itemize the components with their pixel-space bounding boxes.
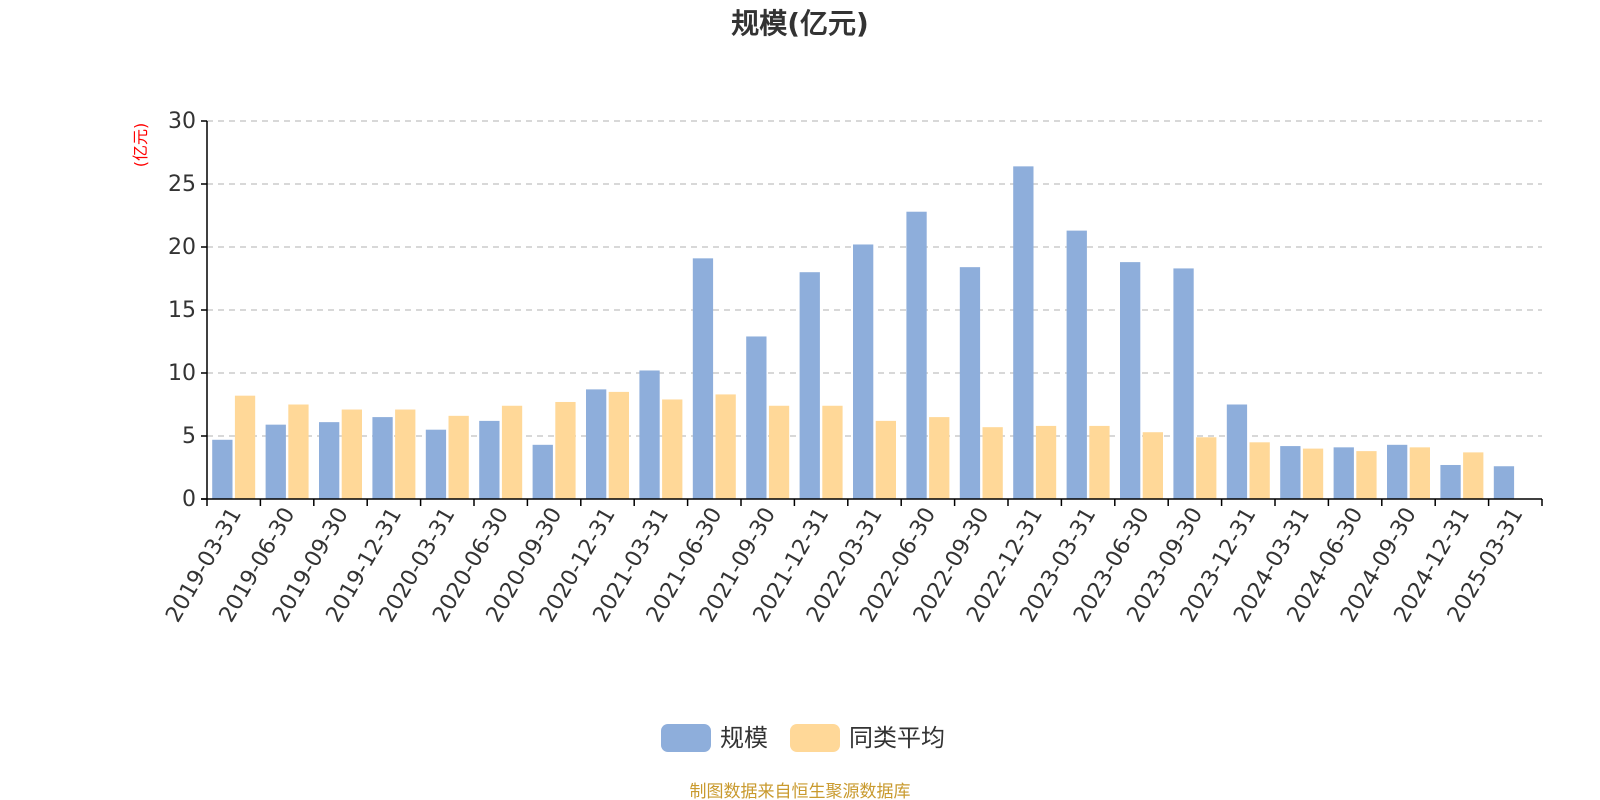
bar-peer-average[interactable] <box>341 409 362 499</box>
chart-title: 规模(亿元) <box>731 7 869 40</box>
y-tick-label: 10 <box>168 361 196 386</box>
legend[interactable]: 规模 同类平均 <box>661 724 945 752</box>
legend-swatch[interactable] <box>790 724 840 752</box>
y-tick-label: 0 <box>182 487 196 512</box>
legend-label[interactable]: 同类平均 <box>849 724 945 752</box>
bar-peer-average[interactable] <box>1463 452 1484 499</box>
bar-scale[interactable] <box>959 267 981 499</box>
bar-scale[interactable] <box>1440 464 1461 499</box>
bar-peer-average[interactable] <box>715 394 736 499</box>
bar-peer-average[interactable] <box>608 391 629 499</box>
bar-scale[interactable] <box>639 370 660 499</box>
bar-scale[interactable] <box>799 272 820 499</box>
bar-peer-average[interactable] <box>1249 442 1270 499</box>
y-tick-label: 15 <box>168 298 196 323</box>
legend-swatch[interactable] <box>661 724 711 752</box>
y-axis-label: (亿元) <box>131 123 150 168</box>
y-tick-label: 5 <box>182 424 196 449</box>
bar-peer-average[interactable] <box>1035 425 1057 499</box>
bar-peer-average[interactable] <box>1302 448 1324 499</box>
bar-peer-average[interactable] <box>1356 451 1377 499</box>
bar-scale[interactable] <box>265 424 286 499</box>
legend-label[interactable]: 规模 <box>720 724 768 752</box>
bar-peer-average[interactable] <box>982 427 1003 499</box>
bar-peer-average[interactable] <box>1409 447 1430 499</box>
bar-scale[interactable] <box>746 336 767 499</box>
grid-lines <box>207 120 1542 437</box>
bar-peer-average[interactable] <box>234 395 256 499</box>
bar-scale[interactable] <box>1333 447 1354 499</box>
bars <box>212 166 1515 500</box>
bar-peer-average[interactable] <box>448 415 469 499</box>
bar-scale[interactable] <box>1173 268 1194 499</box>
bar-scale[interactable] <box>479 420 500 499</box>
bar-scale[interactable] <box>692 258 714 499</box>
bar-scale[interactable] <box>532 444 553 499</box>
bar-scale[interactable] <box>1226 404 1248 500</box>
bar-peer-average[interactable] <box>875 420 896 499</box>
bar-peer-average[interactable] <box>662 399 683 499</box>
bar-peer-average[interactable] <box>1196 437 1217 499</box>
source-note: 制图数据来自恒生聚源数据库 <box>690 782 911 800</box>
bar-peer-average[interactable] <box>501 405 523 499</box>
bar-peer-average[interactable] <box>395 409 416 499</box>
bar-scale[interactable] <box>1013 166 1034 500</box>
y-tick-label: 25 <box>168 172 196 197</box>
bar-scale[interactable] <box>1280 446 1301 499</box>
bar-scale[interactable] <box>853 244 874 499</box>
bar-peer-average[interactable] <box>822 405 843 499</box>
bar-scale[interactable] <box>425 429 447 499</box>
bar-peer-average[interactable] <box>768 405 790 499</box>
axes: 0510152025302019-03-312019-06-302019-09-… <box>161 109 1543 627</box>
bar-scale[interactable] <box>372 417 393 499</box>
bar-peer-average[interactable] <box>1142 432 1163 499</box>
y-tick-label: 20 <box>168 235 196 260</box>
bar-peer-average[interactable] <box>1089 425 1110 499</box>
bar-peer-average[interactable] <box>929 417 950 499</box>
bar-peer-average[interactable] <box>555 401 576 499</box>
y-tick-label: 30 <box>168 109 196 134</box>
bar-scale[interactable] <box>1493 466 1515 499</box>
bar-scale[interactable] <box>319 422 340 499</box>
bar-scale[interactable] <box>212 439 233 499</box>
bar-peer-average[interactable] <box>288 404 309 500</box>
bar-scale[interactable] <box>1120 262 1141 499</box>
bar-scale[interactable] <box>906 211 927 499</box>
bar-scale[interactable] <box>1387 444 1408 499</box>
bar-scale[interactable] <box>586 389 607 499</box>
bar-scale[interactable] <box>1066 230 1087 499</box>
